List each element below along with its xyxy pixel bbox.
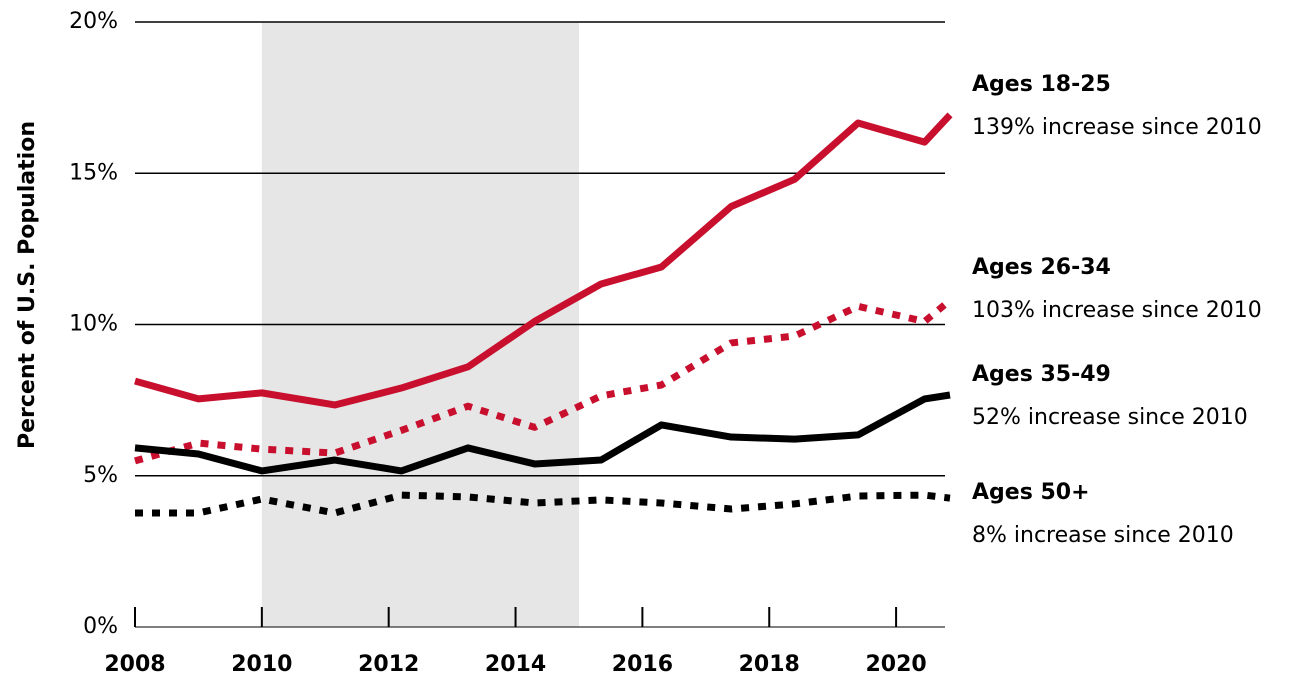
legend-note: 103% increase since 2010	[972, 298, 1262, 323]
y-tick-label: 10%	[69, 312, 118, 337]
y-tick-label: 0%	[83, 614, 118, 639]
series-line	[135, 491, 951, 517]
series-line	[134, 112, 953, 409]
legend-note: 139% increase since 2010	[972, 115, 1262, 140]
series-line	[134, 297, 953, 465]
x-tick-label: 2012	[358, 652, 419, 677]
legend-label: Ages 50+	[972, 480, 1090, 505]
legend-note: 52% increase since 2010	[972, 405, 1248, 430]
x-tick-label: 2020	[865, 652, 926, 677]
y-tick-label: 5%	[83, 463, 118, 488]
x-tick-label: 2016	[612, 652, 673, 677]
x-tick-label: 2010	[231, 652, 292, 677]
x-tick-label: 2014	[485, 652, 546, 677]
legend-label: Ages 35-49	[972, 362, 1111, 387]
y-tick-label: 20%	[69, 9, 118, 34]
legend-label: Ages 26-34	[972, 255, 1111, 280]
legend-note: 8% increase since 2010	[972, 523, 1234, 548]
x-tick-label: 2008	[104, 652, 165, 677]
y-axis-label: Percent of U.S. Population	[15, 121, 40, 449]
series-line	[134, 391, 951, 475]
y-tick-label: 15%	[69, 160, 118, 185]
x-tick-label: 2018	[739, 652, 800, 677]
legend-label: Ages 18-25	[972, 72, 1111, 97]
